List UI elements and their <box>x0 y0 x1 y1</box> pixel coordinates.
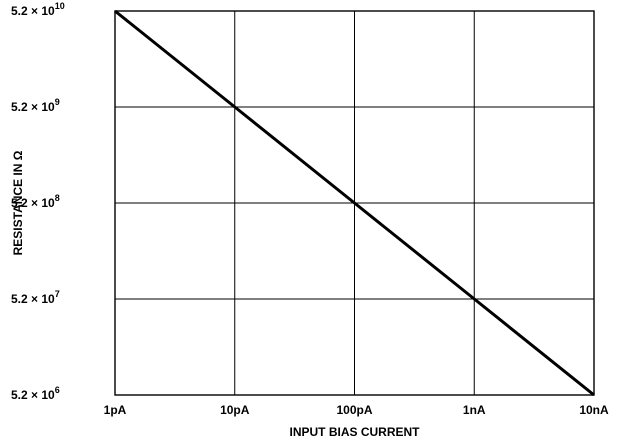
x-tick-label: 10pA <box>220 403 250 417</box>
x-tick-label: 1pA <box>104 403 127 417</box>
y-axis-title: RESISTANCE IN Ω <box>11 150 25 255</box>
y-tick-exponent: 7 <box>55 289 60 299</box>
y-tick-mantissa: 5.2 × 10 <box>11 388 55 402</box>
y-tick-mantissa: 5.2 × 10 <box>11 100 55 114</box>
series-layer <box>114 9 595 397</box>
y-tick-mantissa: 5.2 × 10 <box>11 196 55 210</box>
plot-frame <box>114 10 595 396</box>
y-tick-label: 5.2 × 106 <box>11 385 60 402</box>
x-tick-label: 10nA <box>579 403 609 417</box>
y-tick-exponent: 10 <box>55 1 65 11</box>
x-tick-label: 1nA <box>463 403 486 417</box>
x-tick-labels: 1pA 10pA 100pA 1nA 10nA <box>104 403 609 417</box>
y-tick-label: 5.2 × 1010 <box>11 1 65 18</box>
y-tick-mantissa: 5.2 × 10 <box>11 292 55 306</box>
y-tick-label: 5.2 × 109 <box>11 97 60 114</box>
series-line-0 <box>114 9 595 397</box>
y-tick-mantissa: 5.2 × 10 <box>11 4 55 18</box>
y-tick-exponent: 6 <box>55 385 60 395</box>
y-tick-label: 5.2 × 108 <box>11 193 60 210</box>
y-tick-label: 5.2 × 107 <box>11 289 60 306</box>
x-tick-label: 100pA <box>336 403 372 417</box>
x-axis-title: INPUT BIAS CURRENT <box>289 425 420 439</box>
y-tick-exponent: 9 <box>55 97 60 107</box>
y-tick-exponent: 8 <box>55 193 60 203</box>
